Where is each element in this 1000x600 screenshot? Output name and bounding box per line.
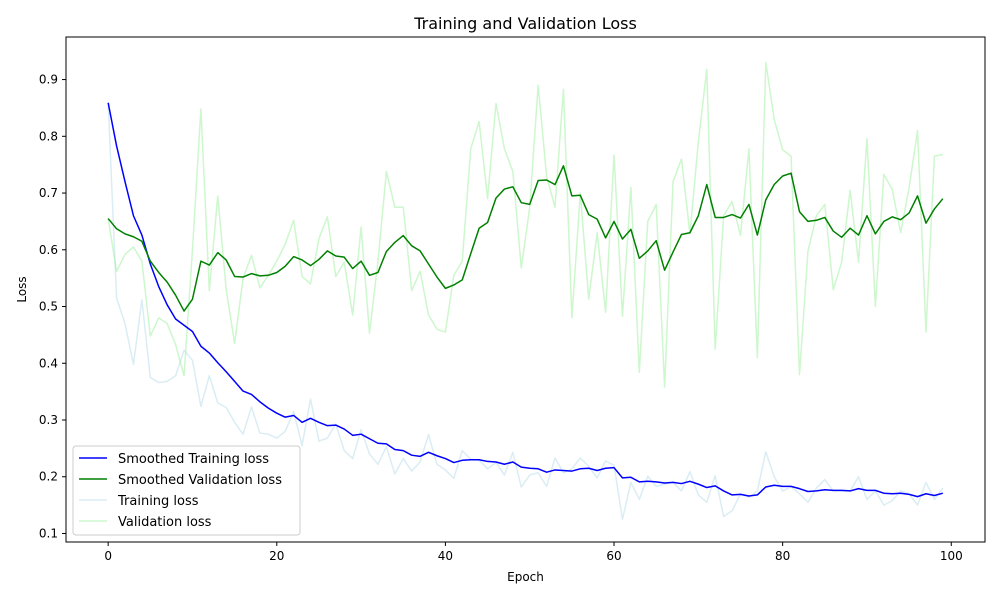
x-tick-label: 20: [269, 549, 284, 563]
validation-loss-legend-label: Validation loss: [118, 515, 212, 530]
y-tick-label: 0.4: [39, 356, 58, 370]
x-axis: 0 20 40 60 80 100: [104, 542, 963, 563]
legend-box: [72, 445, 301, 536]
y-axis-label: Loss: [15, 276, 29, 302]
x-tick-label: 0: [104, 549, 112, 563]
y-tick-label: 0.3: [39, 413, 58, 427]
smoothed-validation-loss-line: [107, 165, 944, 312]
smoothed-training-loss-line: [107, 102, 944, 498]
y-tick-label: 0.5: [39, 300, 58, 314]
y-tick-label: 0.9: [39, 73, 58, 87]
plot-frame: [65, 36, 986, 543]
y-tick-label: 0.6: [39, 243, 58, 257]
y-tick-label: 0.2: [39, 470, 58, 484]
x-tick-label: 60: [606, 549, 621, 563]
y-tick-label: 0.8: [39, 129, 58, 143]
x-tick-label: 100: [940, 549, 963, 563]
y-axis: 0.1 0.2 0.3 0.4 0.5 0.6 0.7 0.8 0.9: [39, 73, 66, 540]
chart-title: Training and Validation Loss: [413, 14, 637, 33]
x-tick-label: 40: [438, 549, 453, 563]
x-axis-label: Epoch: [507, 570, 544, 584]
training-loss-legend-label: Training loss: [117, 494, 199, 509]
training-loss-line: [107, 102, 944, 521]
smoothed-validation-loss-legend-label: Smoothed Validation loss: [118, 473, 282, 488]
y-tick-label: 0.7: [39, 186, 58, 200]
x-tick-label: 80: [775, 549, 790, 563]
validation-loss-line: [107, 61, 943, 388]
y-tick-label: 0.1: [39, 526, 58, 540]
smoothed-training-loss-legend-label: Smoothed Training loss: [118, 452, 269, 467]
plot-lines: [107, 61, 944, 521]
legend: Smoothed Training loss Smoothed Validatio…: [72, 445, 301, 536]
